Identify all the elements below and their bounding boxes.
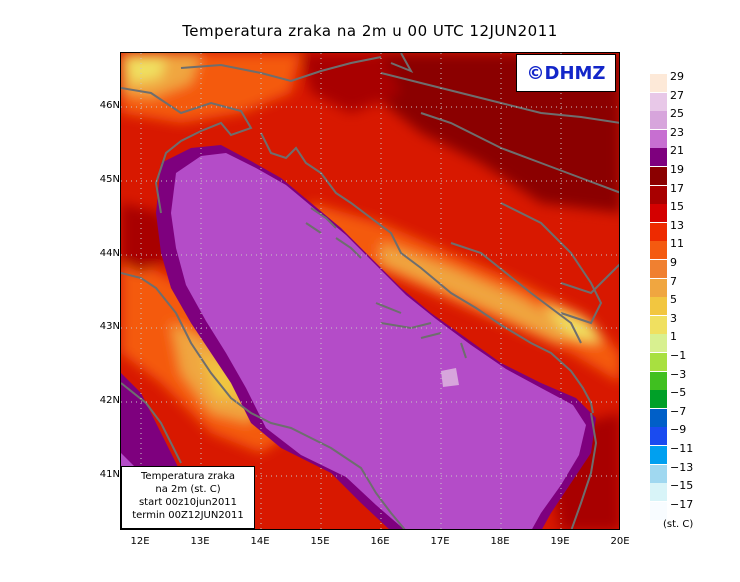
legend-swatch xyxy=(650,111,667,130)
legend-swatch xyxy=(650,483,667,502)
map-canvas xyxy=(121,53,619,529)
legend-level-label: 21 xyxy=(670,144,684,158)
legend-swatch xyxy=(650,167,667,185)
lon-label-14e: 14E xyxy=(250,536,270,547)
legend-swatch xyxy=(650,278,667,297)
legend-swatch xyxy=(650,74,667,92)
legend-level-label: 1 xyxy=(670,330,677,344)
legend-level-label: 17 xyxy=(670,181,684,195)
lat-label-46n: 46N xyxy=(99,100,120,111)
info-line-termin: termin 00Z12JUN2011 xyxy=(132,510,244,521)
legend-swatch xyxy=(650,427,667,446)
legend-level-label: 19 xyxy=(670,163,684,176)
lon-label-18e: 18E xyxy=(490,536,510,547)
legend-swatch xyxy=(650,315,667,334)
lat-label-41n: 41N xyxy=(99,469,120,480)
legend-swatch xyxy=(650,334,667,353)
lon-label-20e: 20E xyxy=(610,536,630,547)
run-info-box: Temperatura zraka na 2m (st. C) start 00… xyxy=(121,466,255,529)
legend-level-label: 11 xyxy=(670,237,684,251)
legend-swatch xyxy=(650,501,667,520)
legend-swatch xyxy=(650,92,667,111)
legend-swatch xyxy=(650,371,667,390)
legend-level-label: −9 xyxy=(670,423,687,437)
info-line-variable: Temperatura zraka xyxy=(141,471,235,482)
legend-swatch xyxy=(650,204,667,223)
legend-level-label: 13 xyxy=(670,218,684,232)
lon-label-15e: 15E xyxy=(310,536,330,547)
info-line-start: start 00z10jun2011 xyxy=(138,497,238,508)
legend-swatch xyxy=(650,446,667,464)
legend-swatch xyxy=(650,241,667,260)
legend-swatch xyxy=(650,297,667,316)
legend-swatch xyxy=(650,390,667,409)
legend-level-label: −15 xyxy=(670,479,694,493)
lat-label-42n: 42N xyxy=(99,395,120,406)
color-legend: 29 27 25 23 21 19 17 15 13 11 9 7 5 3 1 −1 −3 −5 −7 −9 −11 −1… xyxy=(650,70,730,520)
lat-label-45n: 45N xyxy=(99,174,120,185)
lon-label-17e: 17E xyxy=(430,536,450,547)
legend-swatch xyxy=(650,129,667,148)
legend-level-label: 29 xyxy=(670,70,684,83)
lon-label-19e: 19E xyxy=(550,536,570,547)
temperature-map xyxy=(120,52,620,530)
legend-level-label: 5 xyxy=(670,293,677,307)
legend-level-label: 25 xyxy=(670,107,684,121)
legend-level-label: −17 xyxy=(670,497,694,511)
lon-label-12e: 12E xyxy=(130,536,150,547)
legend-level-label: 9 xyxy=(670,256,677,269)
legend-level-label: −11 xyxy=(670,442,694,455)
dhmz-logo: ©DHMZ xyxy=(516,54,616,92)
lon-label-16e: 16E xyxy=(370,536,390,547)
legend-level-label: −13 xyxy=(670,460,694,474)
legend-swatch xyxy=(650,464,667,483)
legend-level-label: −1 xyxy=(670,349,687,362)
grid-lines xyxy=(121,53,619,529)
legend-swatch xyxy=(650,148,667,167)
legend-level-label: 23 xyxy=(670,125,684,139)
legend-swatch xyxy=(650,260,667,278)
legend-level-label: 15 xyxy=(670,200,684,214)
map-title: Temperatura zraka na 2m u 00 UTC 12JUN20… xyxy=(182,22,558,40)
lat-label-44n: 44N xyxy=(99,248,120,259)
legend-level-label: −3 xyxy=(670,367,687,381)
lon-label-13e: 13E xyxy=(190,536,210,547)
legend-level-label: 7 xyxy=(670,274,677,288)
legend-swatch xyxy=(650,408,667,427)
legend-unit: (st. C) xyxy=(663,519,694,530)
legend-level-label: 27 xyxy=(670,88,684,102)
legend-level-label: −7 xyxy=(670,404,687,418)
legend-level-label: −5 xyxy=(670,386,687,400)
legend-swatch xyxy=(650,353,667,371)
legend-level-label: 3 xyxy=(670,311,677,325)
info-line-unit: na 2m (st. C) xyxy=(155,484,221,495)
legend-swatch xyxy=(650,185,667,204)
lat-label-43n: 43N xyxy=(99,321,120,332)
legend-swatch xyxy=(650,222,667,241)
